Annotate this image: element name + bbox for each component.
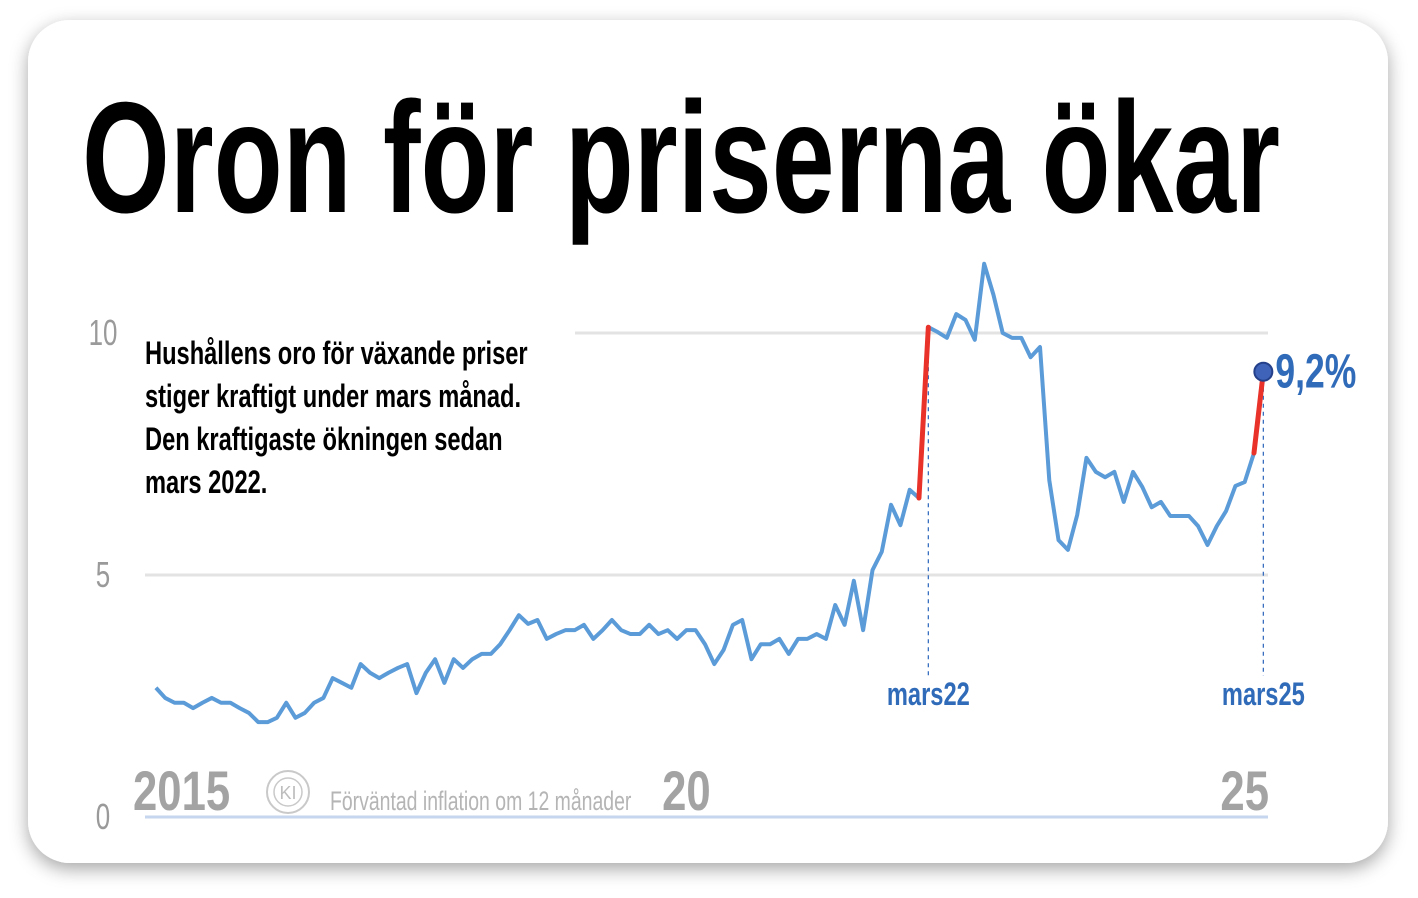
note-text: mars 2022.	[145, 465, 267, 500]
x-tick-label: 20	[662, 760, 711, 822]
end-point	[1253, 361, 1274, 382]
plot: Hushållens oro för växande priser stiger …	[145, 261, 1356, 725]
annotation-label: mars25	[1222, 677, 1305, 712]
logo: KI	[279, 783, 296, 803]
logo-ring-inner	[273, 777, 303, 807]
card	[28, 20, 1388, 863]
note-text: stiger kraftigt under mars månad.	[145, 379, 521, 414]
x-tick-label: 2015	[133, 760, 230, 822]
note-background	[135, 325, 575, 510]
note-text: Den kraftigaste ökningen sedan	[145, 422, 503, 457]
highlight-segment	[916, 324, 931, 501]
end-value-label: 9,2%	[1275, 345, 1356, 398]
data-line	[154, 261, 1266, 725]
y-tick-label: 10	[89, 313, 118, 353]
source-note: Förväntad inflation om 12 månader	[330, 786, 632, 816]
logo-ring	[266, 770, 310, 814]
x-tick-label: 25	[1220, 760, 1269, 822]
annotation-label: mars22	[887, 677, 970, 712]
y-tick-label: 5	[96, 555, 110, 595]
note-text: Hushållens oro för växande priser	[145, 336, 528, 371]
y-tick-label: 0	[96, 797, 110, 837]
highlight-segment	[1251, 369, 1266, 456]
chart-title: Oron för priserna ökar	[82, 70, 1280, 246]
